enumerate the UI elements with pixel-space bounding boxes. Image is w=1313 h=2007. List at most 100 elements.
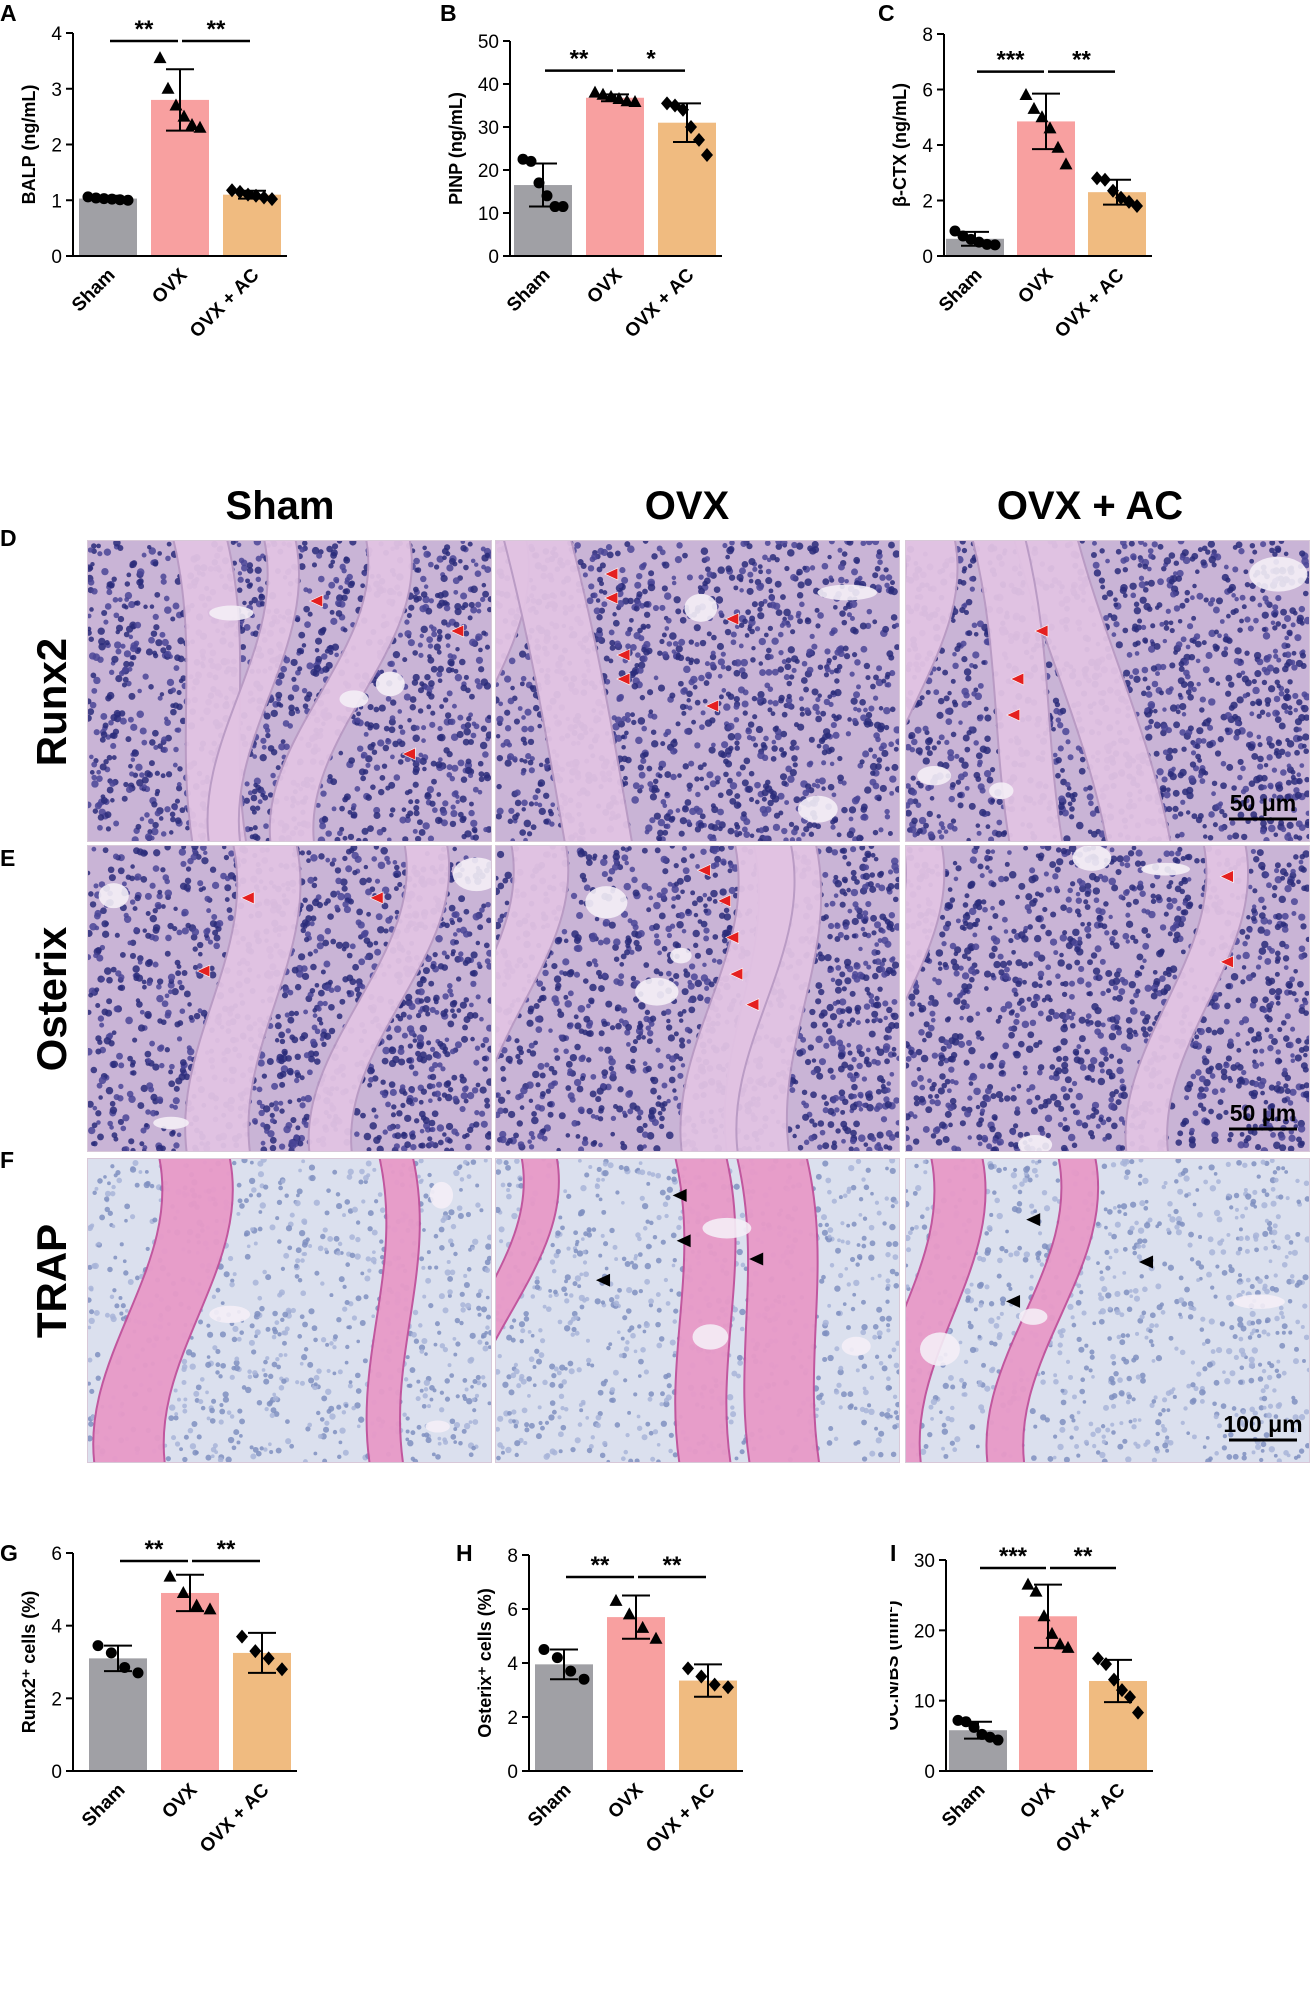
cell [130,1070,137,1076]
cell [1272,612,1278,618]
cell [770,756,777,762]
cell [612,612,617,617]
cell [1236,672,1242,679]
cell [859,759,865,765]
cell [1177,811,1184,817]
cell [129,771,135,777]
cell [440,809,448,816]
cell [1078,767,1086,775]
data-point [1131,199,1143,214]
cell [1284,709,1289,714]
cell [879,784,887,793]
cell [836,832,842,838]
cell [449,820,457,828]
cell [642,751,649,758]
cell [1179,831,1185,838]
cell [791,541,798,549]
cell [88,708,95,716]
cell [360,775,367,782]
cell [1142,587,1149,593]
cell [1266,664,1274,672]
cell [1230,701,1238,709]
cell [469,693,475,700]
cell [124,605,129,610]
cell [103,967,112,975]
cell [335,610,343,617]
cell [318,853,325,860]
cell [151,801,158,808]
cell [627,545,635,553]
cell [962,602,968,608]
cell [1134,651,1140,656]
cell [1179,768,1187,777]
cell [832,731,840,739]
cell [799,711,805,717]
cell [936,711,944,719]
cell [657,684,666,692]
cell [142,1145,148,1150]
cell [740,541,747,548]
cell [426,1040,432,1046]
cell [296,648,303,654]
cell [694,699,701,706]
cell [1147,548,1154,554]
cell [757,690,765,699]
cell [695,807,703,815]
cell [662,803,668,809]
cell [621,744,626,750]
cell [442,800,449,807]
cell [1268,784,1274,790]
cell [1284,635,1290,641]
cell [761,744,768,751]
data-point [596,87,610,100]
cell [943,695,950,702]
cell [630,644,637,651]
cell [1186,791,1194,800]
cell [872,753,878,759]
cell [321,653,328,660]
cell [988,836,995,841]
cell [656,545,663,552]
cell [487,997,491,1004]
cell [402,1091,408,1096]
cell [960,640,967,647]
cell [184,877,192,885]
cell [314,1028,321,1035]
cell [446,564,454,572]
cell [777,631,784,638]
cell [515,812,520,817]
cell [136,710,144,719]
cell [637,764,645,771]
cell [780,751,787,758]
data-point [90,192,102,204]
cell [255,576,262,583]
cell [237,576,244,583]
cell [1067,754,1074,761]
data-point [250,188,262,203]
cell [418,998,425,1004]
cell [796,837,802,841]
cell [475,994,481,1000]
cell [971,691,977,697]
cell [859,622,867,630]
cell [216,919,224,927]
cell [89,770,95,775]
cell [470,732,477,739]
cell [105,1086,114,1095]
cell [1123,669,1131,677]
cell [616,694,624,702]
cell [789,837,796,841]
cell [486,949,491,957]
cell [636,591,643,598]
cell [1281,703,1289,711]
cell [729,782,738,790]
cell [990,798,996,803]
cell [450,733,459,741]
cell [947,749,955,757]
cell [165,771,173,778]
cell [363,864,369,870]
cell [173,1085,180,1092]
cell [852,628,859,635]
cell [407,1043,414,1049]
cell [1141,666,1149,674]
